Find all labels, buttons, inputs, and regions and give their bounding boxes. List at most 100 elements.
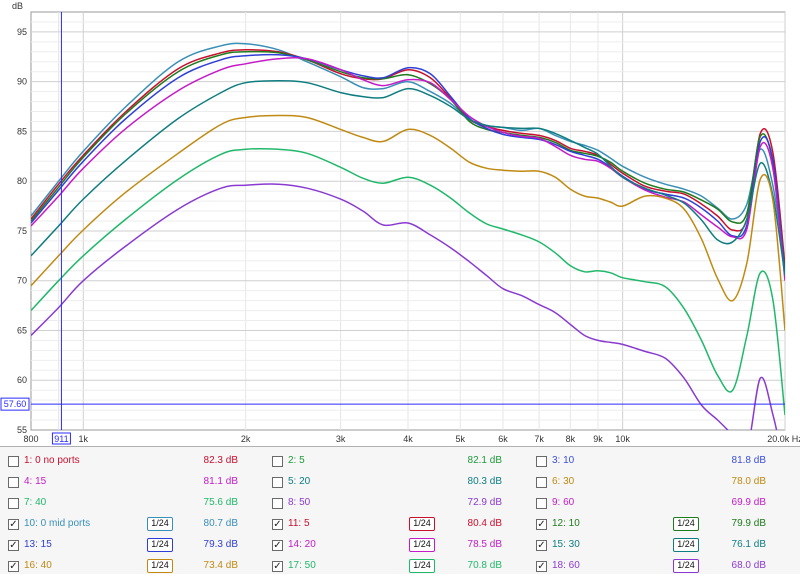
series-line-11	[31, 49, 785, 266]
measurement-checkbox[interactable]: ✓	[272, 519, 283, 530]
legend-row: 7: 40 75.6 dB 8: 50 72.9 dB 9: 60 69.9 dB	[0, 495, 800, 516]
measurement-label[interactable]: 9: 60	[552, 497, 575, 508]
smoothing-button[interactable]: 1/24	[673, 538, 699, 552]
measurement-checkbox[interactable]	[536, 477, 547, 488]
cursor-crosshair[interactable]: 57.60 911	[0, 12, 785, 445]
smoothing-button[interactable]: 1/24	[409, 538, 435, 552]
cursor-value-readout: 75.6 dB	[203, 497, 238, 508]
cursor-value-readout: 70.8 dB	[467, 560, 502, 571]
series-line-17	[31, 148, 785, 416]
cursor-y-readout-box	[0, 397, 30, 411]
x-tick-label: 9k	[593, 434, 603, 444]
series-line-18	[31, 183, 778, 430]
y-axis-unit-label: dB	[12, 1, 23, 11]
series-line-14	[31, 57, 785, 281]
y-tick-label: 85	[17, 126, 27, 136]
measurement-label[interactable]: 16: 40	[24, 560, 52, 571]
y-tick-label: 95	[17, 27, 27, 37]
x-tick-label: 7k	[534, 434, 544, 444]
measurement-checkbox[interactable]: ✓	[536, 561, 547, 572]
measurement-checkbox[interactable]	[8, 498, 19, 509]
x-tick-label: 1k	[79, 434, 89, 444]
measurement-checkbox[interactable]	[272, 477, 283, 488]
measurement-checkbox[interactable]	[8, 456, 19, 467]
y-tick-label: 55	[17, 425, 27, 435]
measurement-label[interactable]: 11: 5	[288, 518, 310, 529]
y-tick-label: 90	[17, 77, 27, 87]
smoothing-button[interactable]: 1/24	[147, 538, 173, 552]
cursor-value-readout: 78.0 dB	[731, 476, 766, 487]
measurement-label[interactable]: 8: 50	[288, 497, 311, 508]
x-tick-label: 8k	[566, 434, 576, 444]
cursor-value-readout: 82.3 dB	[203, 455, 238, 466]
measurement-checkbox[interactable]	[536, 456, 547, 467]
measurement-checkbox[interactable]: ✓	[8, 519, 19, 530]
measurement-label[interactable]: 1: 0 no ports	[24, 455, 80, 466]
frequency-response-chart[interactable]: 57.60 911 55 60 65 70 75 80 85 90 95 800 1k 2k 3k 4k 5k…	[0, 0, 800, 446]
measurement-label[interactable]: 7: 40	[24, 497, 47, 508]
legend-row: 4: 15 81.1 dB 5: 20 80.3 dB 6: 30 78.0 dB	[0, 474, 800, 495]
x-tick-label: 20.0k Hz	[767, 434, 800, 444]
series-line-10	[31, 42, 785, 266]
measurement-checkbox[interactable]: ✓	[536, 519, 547, 530]
x-tick-label: 4k	[403, 434, 413, 444]
measurement-label[interactable]: 3: 10	[552, 455, 575, 466]
measurement-label[interactable]: 18: 60	[552, 560, 580, 571]
cursor-value-readout: 69.9 dB	[731, 497, 766, 508]
cursor-y-readout: 57.60	[4, 399, 27, 409]
cursor-x-readout: 911	[54, 434, 68, 444]
smoothing-button[interactable]: 1/24	[147, 559, 173, 573]
measurement-checkbox[interactable]	[272, 456, 283, 467]
measurement-checkbox[interactable]	[272, 498, 283, 509]
measurement-checkbox[interactable]: ✓	[8, 540, 19, 551]
measurement-checkbox[interactable]	[536, 498, 547, 509]
cursor-value-readout: 73.4 dB	[203, 560, 238, 571]
series-line-13	[31, 53, 785, 276]
measurement-checkbox[interactable]: ✓	[8, 561, 19, 572]
measurement-checkbox[interactable]: ✓	[272, 540, 283, 551]
legend-row: ✓ 16: 40 1/24 73.4 dB ✓ 17: 50 1/24 70.8 dB ✓ 18:…	[0, 558, 800, 579]
measurement-checkbox[interactable]: ✓	[536, 540, 547, 551]
measurement-label[interactable]: 10: 0 mid ports	[24, 518, 91, 529]
measurement-label[interactable]: 5: 20	[288, 476, 311, 487]
smoothing-button[interactable]: 1/24	[409, 559, 435, 573]
measurement-label[interactable]: 12: 10	[552, 518, 580, 529]
cursor-value-readout: 78.5 dB	[467, 539, 502, 550]
legend-row: 1: 0 no ports 82.3 dB 2: 5 82.1 dB 3: 10 81.8…	[0, 453, 800, 474]
cursor-value-readout: 80.7 dB	[203, 518, 238, 529]
smoothing-button[interactable]: 1/24	[673, 559, 699, 573]
y-tick-label: 60	[17, 375, 27, 385]
legend-row: ✓ 13: 15 1/24 79.3 dB ✓ 14: 20 1/24 78.5 dB ✓ 15:…	[0, 537, 800, 558]
cursor-value-readout: 80.3 dB	[467, 476, 502, 487]
y-tick-label: 65	[17, 325, 27, 335]
x-tick-label: 6k	[498, 434, 508, 444]
axis-ticks: 55 60 65 70 75 80 85 90 95 800 1k 2k 3k 4k 5k 6k 7k 8k 9k 1…	[17, 27, 800, 444]
measurement-label[interactable]: 15: 30	[552, 539, 580, 550]
cursor-x-readout-box	[51, 432, 71, 445]
measurement-label[interactable]: 14: 20	[288, 539, 316, 550]
legend-row: ✓ 10: 0 mid ports 1/24 80.7 dB ✓ 11: 5 1/24 80.…	[0, 516, 800, 537]
x-tick-label: 3k	[336, 434, 346, 444]
grid-lines	[31, 12, 786, 430]
cursor-value-readout: 79.3 dB	[203, 539, 238, 550]
smoothing-button[interactable]: 1/24	[673, 517, 699, 531]
x-tick-label: 800	[23, 434, 38, 444]
measurement-checkbox[interactable]: ✓	[272, 561, 283, 572]
smoothing-button[interactable]: 1/24	[147, 517, 173, 531]
x-tick-label: 10k	[615, 434, 630, 444]
cursor-value-readout: 76.1 dB	[731, 539, 766, 550]
cursor-value-readout: 68.0 dB	[731, 560, 766, 571]
cursor-value-readout: 72.9 dB	[467, 497, 502, 508]
measurement-label[interactable]: 6: 30	[552, 476, 575, 487]
measurement-label[interactable]: 17: 50	[288, 560, 316, 571]
series-line-12	[31, 50, 785, 271]
measurement-label[interactable]: 4: 15	[24, 476, 47, 487]
y-tick-label: 75	[17, 226, 27, 236]
cursor-value-readout: 79.9 dB	[731, 518, 766, 529]
x-tick-label: 2k	[241, 434, 251, 444]
measurement-label[interactable]: 13: 15	[24, 539, 52, 550]
measurement-label[interactable]: 2: 5	[288, 455, 305, 466]
measurement-checkbox[interactable]	[8, 477, 19, 488]
cursor-value-readout: 81.1 dB	[203, 476, 238, 487]
smoothing-button[interactable]: 1/24	[409, 517, 435, 531]
